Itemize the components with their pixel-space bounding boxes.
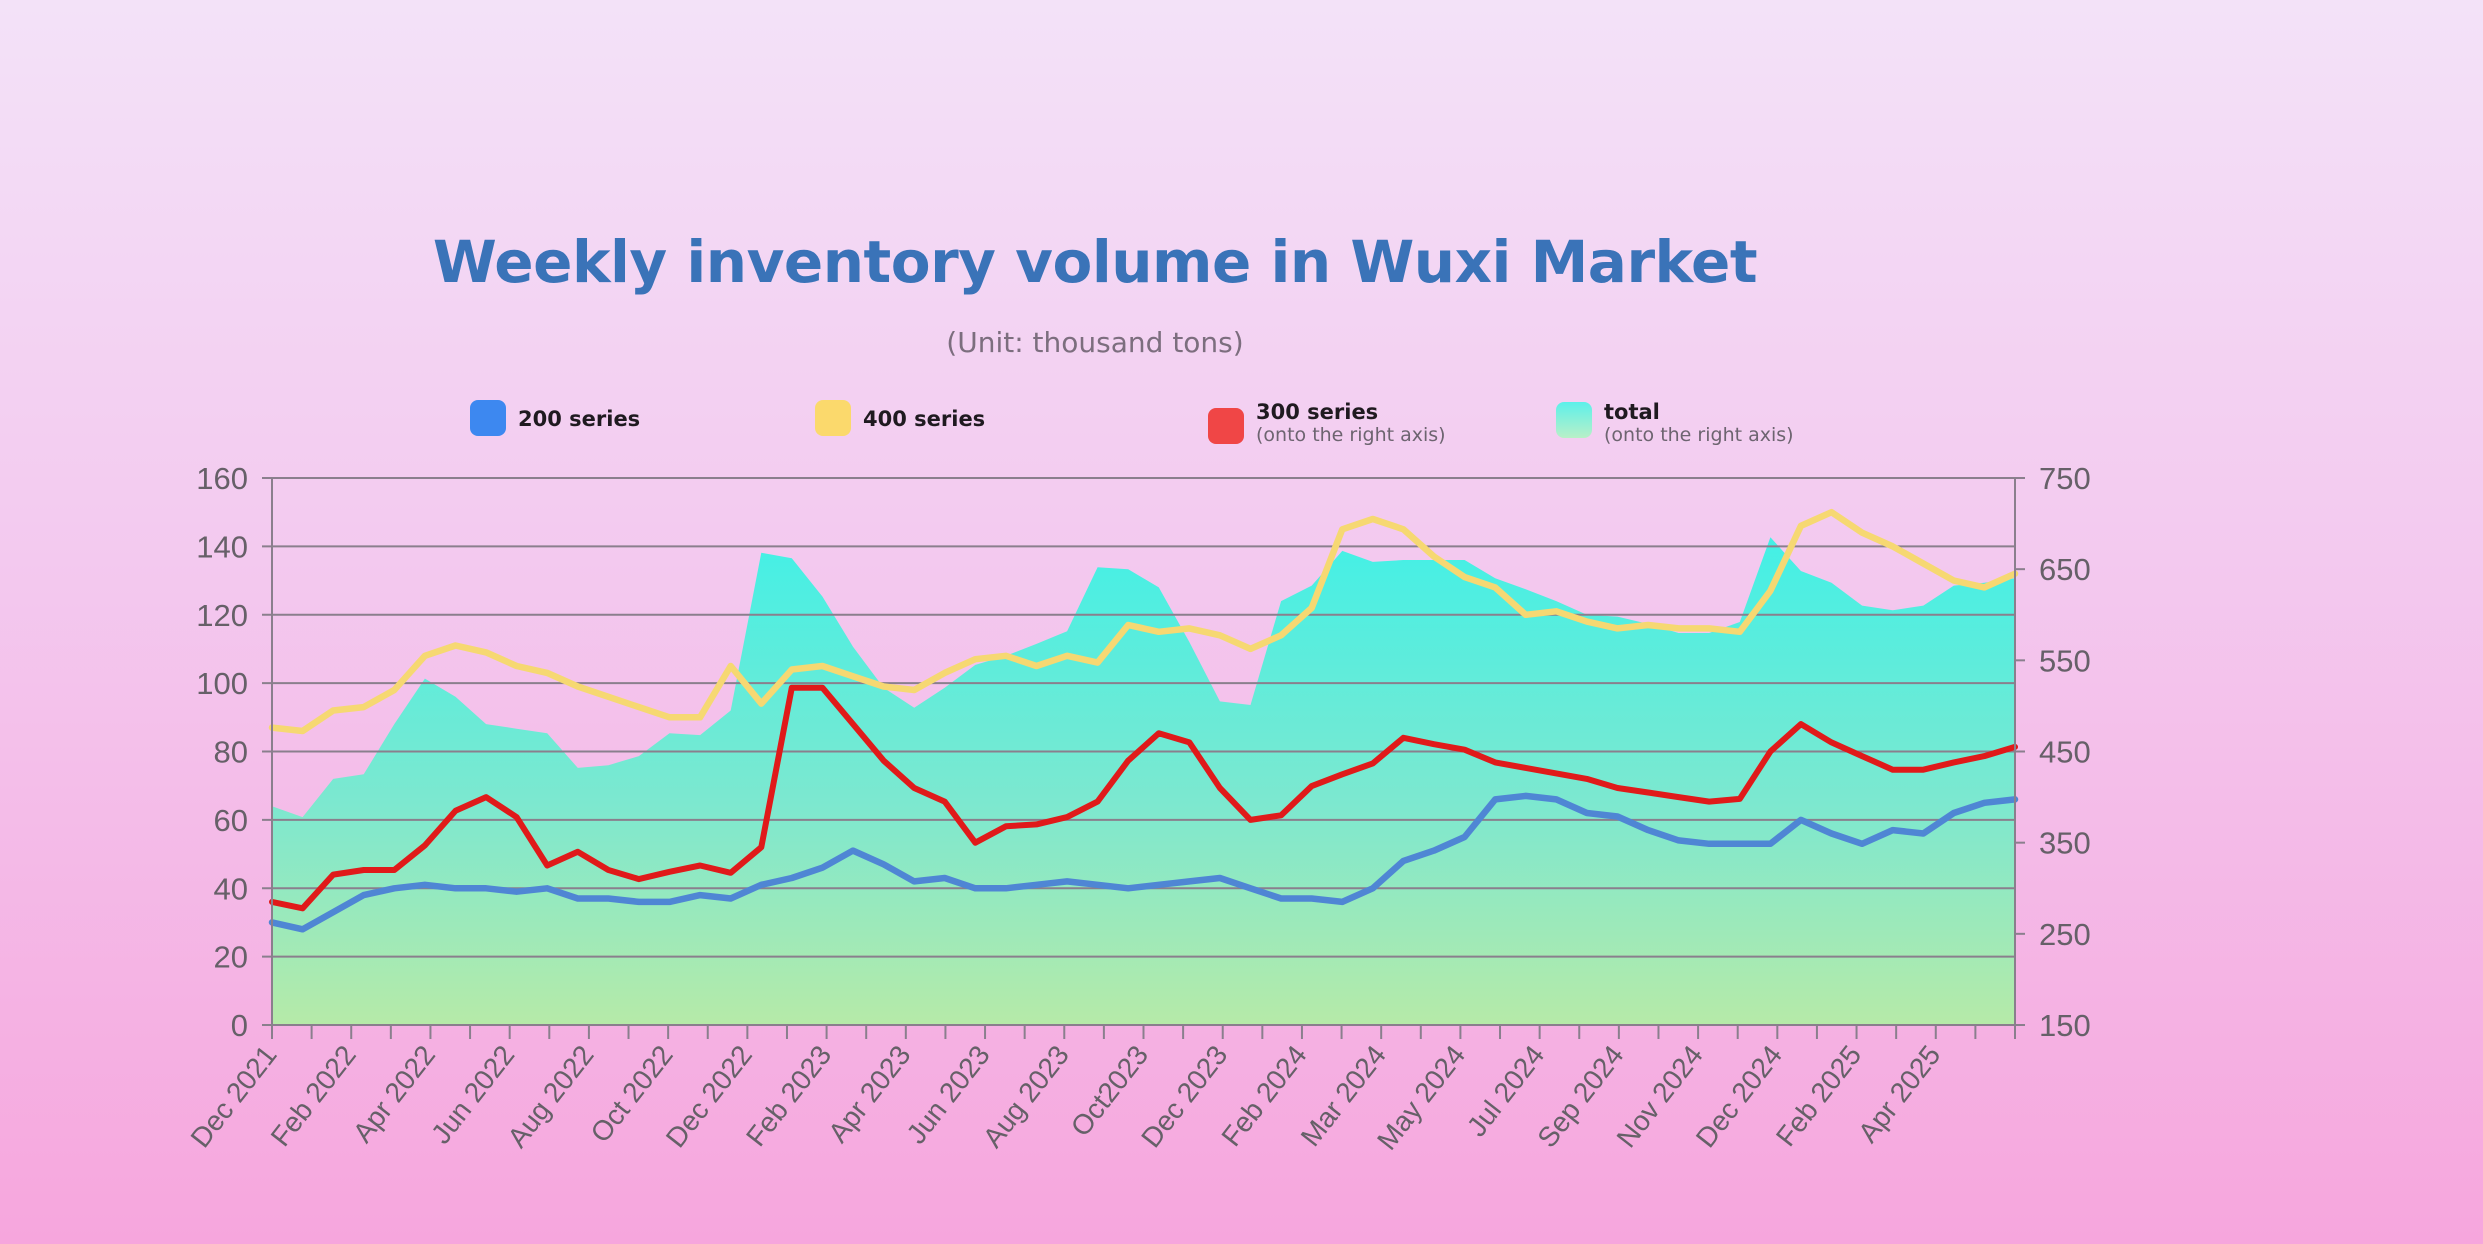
legend-swatch-total [1556,402,1592,438]
y-left-tick-label: 80 [214,735,248,770]
legend-note-300-series: (onto the right axis) [1256,424,1446,446]
series-line-300-series [269,684,2018,912]
y-right-tick-label: 650 [2039,552,2091,587]
y-left-tick-label: 120 [196,598,248,633]
y-left-tick-label: 100 [196,666,248,701]
legend-item-200-series[interactable]: 200 series [470,400,640,436]
y-left-tick-label: 0 [231,1008,248,1043]
y-right-tick-label: 550 [2039,643,2091,678]
series-area-total [272,537,2015,1025]
y-right-tick-label: 250 [2039,917,2091,952]
legend-item-400-series[interactable]: 400 series [815,400,985,436]
legend-swatch-300-series [1208,408,1244,444]
series-line-400-series [268,508,2019,735]
y-left-tick-label: 40 [214,871,248,906]
y-left-tick-label: 20 [214,940,248,975]
x-tick-label: Apr 2025 [1852,1040,1946,1149]
legend-label-200-series: 200 series [518,407,641,431]
legend-label-total: total [1604,400,1660,424]
legend-label-400-series: 400 series [863,407,986,431]
y-left-tick-label: 140 [196,529,248,564]
series-line-200-series [268,792,2019,933]
legend-swatch-400-series [815,400,851,436]
legend-label-300-series: 300 series [1256,400,1379,424]
y-left-tick-label: 60 [214,803,248,838]
legend-item-total[interactable]: total (onto the right axis) [1556,400,1794,446]
y-right-tick-label: 150 [2039,1008,2091,1043]
y-right-tick-label: 450 [2039,735,2091,770]
chart-subtitle: (Unit: thousand tons) [946,326,1244,359]
y-right-tick-label: 350 [2039,826,2091,861]
y-left-tick-label: 160 [196,461,248,496]
y-right-tick-label: 750 [2039,461,2091,496]
legend-note-total: (onto the right axis) [1604,424,1794,446]
legend-swatch-200-series [470,400,506,436]
legend-item-300-series[interactable]: 300 series (onto the right axis) [1208,400,1446,446]
chart-title: Weekly inventory volume in Wuxi Market [432,228,1758,296]
